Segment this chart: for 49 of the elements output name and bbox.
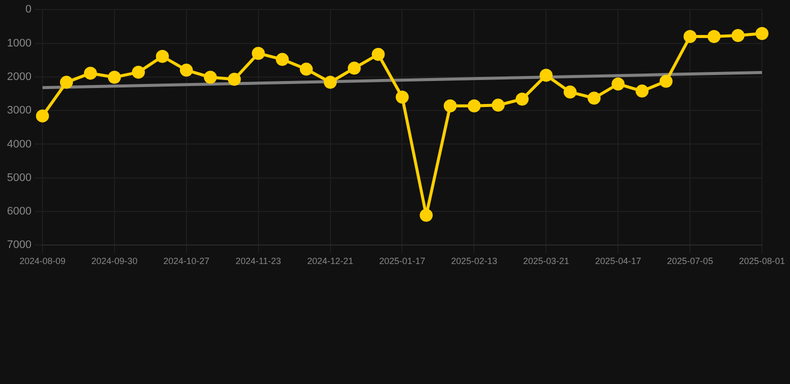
y-tick-label: 4000 <box>6 138 32 150</box>
point <box>324 76 337 89</box>
y-tick-label: 3000 <box>6 104 32 117</box>
x-tick-label: 2024-08-09 <box>19 256 66 266</box>
point <box>84 66 97 80</box>
point <box>372 48 385 61</box>
y-tick-label: 2000 <box>6 70 32 83</box>
x-tick-label: 2025-04-17 <box>595 256 642 266</box>
point <box>588 92 601 105</box>
x-tick-label: 2025-03-21 <box>523 256 570 266</box>
point <box>756 26 768 40</box>
point <box>444 99 457 112</box>
point <box>228 72 241 86</box>
point <box>132 66 145 79</box>
x-tick-label: 2024-12-21 <box>307 256 354 266</box>
x-tick-label: 2025-07-05 <box>667 256 714 266</box>
x-tick-label: 2024-11-23 <box>236 256 282 266</box>
point <box>516 92 529 106</box>
x-tick-label: 2025-08-01 <box>738 256 786 266</box>
point <box>180 64 193 77</box>
point <box>156 50 169 63</box>
x-tick-label: 2024-09-30 <box>91 256 138 266</box>
point <box>612 77 625 90</box>
y-tick-label: 0 <box>25 4 32 16</box>
point <box>252 46 265 60</box>
x-tick-label: 2024-10-27 <box>163 256 210 266</box>
point <box>108 70 121 84</box>
point <box>348 62 361 75</box>
y-tick-label: 1000 <box>6 37 32 50</box>
point <box>708 30 721 44</box>
y-tick-label: 5000 <box>6 172 32 184</box>
point <box>300 62 313 76</box>
point <box>636 84 649 98</box>
y-tick-label: 7000 <box>6 239 32 252</box>
point <box>60 76 73 89</box>
point <box>660 74 673 88</box>
point <box>420 208 433 222</box>
x-tick-label: 2025-01-17 <box>379 256 426 266</box>
point <box>492 98 505 112</box>
point <box>684 30 697 44</box>
point <box>540 68 553 82</box>
point <box>396 90 409 104</box>
point <box>732 29 745 42</box>
point <box>468 99 481 112</box>
y-tick-label: 6000 <box>6 206 32 218</box>
point <box>564 86 577 99</box>
point <box>276 52 289 66</box>
x-tick-label: 2025-02-13 <box>451 256 498 266</box>
point <box>204 70 217 84</box>
